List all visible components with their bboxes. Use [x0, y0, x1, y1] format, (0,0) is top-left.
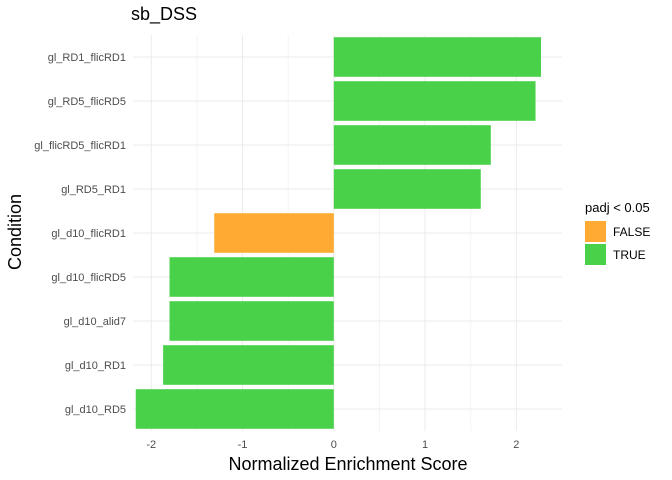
bar-gl_d10_flicRD5 [169, 257, 334, 297]
bar-gl_d10_RD5 [135, 389, 334, 429]
bar-gl_RD1_flicRD1 [333, 37, 542, 77]
y-tick-labels: gl_RD1_flicRD1 gl_RD5_flicRD5 gl_flicRD5_f… [34, 52, 126, 416]
legend-items: FALSE TRUE [585, 221, 650, 265]
x-tick-label: 1 [422, 439, 428, 451]
y-tick-label: gl_d10_alid7 [64, 316, 126, 328]
bar-gl_d10_alid7 [169, 301, 334, 341]
x-tick-label: -1 [238, 439, 248, 451]
x-axis-title: Normalized Enrichment Score [228, 454, 467, 474]
bars [135, 37, 542, 429]
y-tick-label: gl_d10_flicRD1 [51, 228, 126, 240]
x-tick-label: 0 [331, 439, 337, 451]
legend-label-true: TRUE [613, 248, 646, 262]
y-tick-label: gl_d10_RD1 [65, 360, 126, 372]
y-tick-label: gl_RD1_flicRD1 [48, 52, 126, 64]
x-tick-labels: -2 -1 0 1 2 [146, 439, 519, 451]
legend-title: padj < 0.05 [585, 200, 650, 215]
y-tick-label: gl_d10_RD5 [65, 404, 126, 416]
legend-key-false [585, 221, 606, 242]
y-tick-label: gl_d10_flicRD5 [51, 272, 126, 284]
bar-gl_d10_flicRD1 [214, 213, 334, 253]
bar-gl_d10_RD1 [163, 345, 334, 385]
bar-gl_flicRD5_flicRD1 [333, 125, 491, 165]
y-axis-title: Condition [5, 194, 25, 270]
legend-label-false: FALSE [613, 225, 650, 239]
y-tick-label: gl_flicRD5_flicRD1 [34, 140, 126, 152]
legend-key-true [585, 244, 606, 265]
chart-title: sb_DSS [131, 4, 197, 25]
bar-gl_RD5_RD1 [333, 169, 481, 209]
bar-gl_RD5_flicRD5 [333, 81, 536, 121]
y-tick-label: gl_RD5_RD1 [61, 184, 126, 196]
x-tick-label: -2 [146, 439, 156, 451]
y-tick-label: gl_RD5_flicRD5 [48, 96, 126, 108]
x-tick-label: 2 [513, 439, 519, 451]
legend: padj < 0.05 FALSE TRUE [585, 200, 650, 265]
